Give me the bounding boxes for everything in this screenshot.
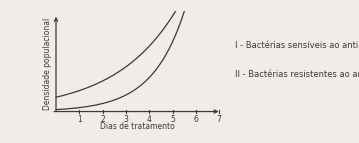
Text: 5: 5: [170, 115, 175, 124]
Text: II - Bactérias resistentes ao antibiótico: II - Bactérias resistentes ao antibiótic…: [235, 70, 359, 79]
Text: 1: 1: [77, 115, 82, 124]
Text: 7: 7: [217, 115, 222, 124]
Text: 2: 2: [100, 115, 105, 124]
Text: I - Bactérias sensíveis ao antibiótico: I - Bactérias sensíveis ao antibiótico: [235, 41, 359, 50]
Text: Densidade populacional: Densidade populacional: [43, 18, 52, 110]
Text: 4: 4: [147, 115, 152, 124]
Text: 6: 6: [194, 115, 198, 124]
Text: 3: 3: [123, 115, 129, 124]
Text: Dias de tratamento: Dias de tratamento: [100, 122, 175, 131]
